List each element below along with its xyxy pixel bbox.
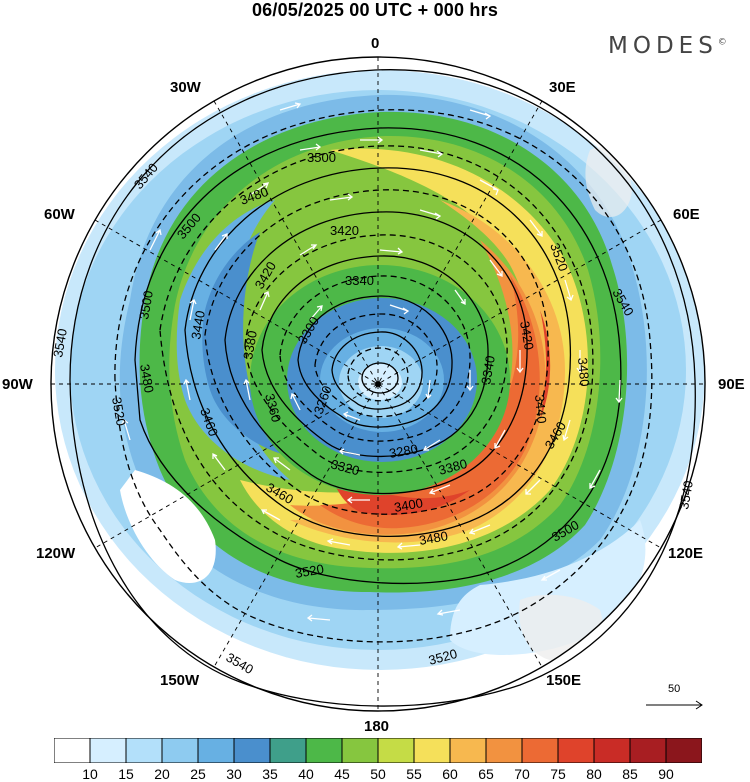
colorbar-swatch bbox=[89, 737, 127, 764]
lon-label-90w: 90W bbox=[2, 376, 33, 393]
contour-label: 3340 bbox=[345, 273, 374, 288]
colorbar-swatch bbox=[557, 737, 595, 764]
colorbar-tick-label: 55 bbox=[406, 766, 422, 782]
contour-label: 3520 bbox=[427, 646, 459, 668]
contour-label: 3420 bbox=[517, 320, 537, 351]
lon-label-150e: 150E bbox=[546, 672, 582, 689]
contour-label: 3440 bbox=[188, 309, 208, 340]
colorbar-tick-label: 25 bbox=[190, 766, 206, 782]
contour-label: 3480 bbox=[137, 363, 157, 394]
colorbar-tick-label: 15 bbox=[118, 766, 134, 782]
reference-vector-label: 50 bbox=[668, 683, 681, 695]
colorbar-swatch bbox=[593, 737, 631, 764]
colorbar-tick-label: 85 bbox=[622, 766, 638, 782]
colorbar-swatch bbox=[197, 737, 235, 764]
contour-label: 3480 bbox=[418, 528, 449, 548]
colorbar-tick-label: 65 bbox=[478, 766, 494, 782]
contour-label: 3500 bbox=[307, 150, 336, 165]
contour-label: 3400 bbox=[393, 495, 424, 515]
lon-label-0: 0 bbox=[371, 35, 380, 52]
contour-label: 3480 bbox=[575, 357, 592, 387]
wind-speed-shading bbox=[51, 57, 705, 711]
height-contours bbox=[69, 69, 696, 707]
map-title: 06/05/2025 00 UTC + 000 hrs bbox=[251, 0, 499, 20]
lon-label-30w: 30W bbox=[170, 79, 201, 96]
colorbar-swatch bbox=[629, 737, 667, 764]
contour-label: 3380 bbox=[240, 329, 260, 360]
colorbar-swatch bbox=[377, 737, 415, 764]
colorbar bbox=[53, 737, 703, 764]
colorbar-swatch bbox=[521, 737, 559, 764]
lon-label-90e: 90E bbox=[718, 376, 745, 393]
lon-label-180: 180 bbox=[364, 718, 390, 735]
modes-logo: MODES© bbox=[608, 33, 727, 59]
contour-label: 3360 bbox=[262, 392, 284, 424]
lon-label-150w: 150W bbox=[160, 672, 200, 689]
colorbar-swatch bbox=[665, 737, 703, 764]
contour-label: 3540 bbox=[50, 327, 70, 358]
colorbar-tick-label: 40 bbox=[298, 766, 314, 782]
contour-label: 3520 bbox=[294, 561, 325, 581]
reference-vector bbox=[646, 700, 703, 710]
contour-label: 3520 bbox=[109, 396, 129, 427]
lon-label-120w: 120W bbox=[36, 545, 76, 562]
lon-label-120e: 120E bbox=[668, 545, 704, 562]
contour-label: 3280 bbox=[388, 441, 419, 461]
colorbar-swatch bbox=[233, 737, 271, 764]
contour-label: 3440 bbox=[532, 394, 549, 424]
colorbar-swatch bbox=[485, 737, 523, 764]
contour-label: 3540 bbox=[676, 479, 696, 510]
brand-name: MODES bbox=[608, 33, 718, 59]
colorbar-tick-label: 35 bbox=[262, 766, 278, 782]
lon-label-60e: 60E bbox=[673, 206, 700, 223]
colorbar-swatch bbox=[269, 737, 307, 764]
contour-label: 3380 bbox=[437, 456, 469, 478]
pole-marker bbox=[375, 381, 381, 387]
colorbar-tick-label: 80 bbox=[586, 766, 602, 782]
colorbar-tick-label: 70 bbox=[514, 766, 530, 782]
colorbar-swatch bbox=[305, 737, 343, 764]
colorbar-swatch bbox=[413, 737, 451, 764]
colorbar-swatch bbox=[341, 737, 379, 764]
colorbar-tick-label: 50 bbox=[370, 766, 386, 782]
colorbar-swatch bbox=[161, 737, 199, 764]
colorbar-tick-label: 60 bbox=[442, 766, 458, 782]
colorbar-tick-label: 10 bbox=[82, 766, 98, 782]
polar-map: 3540 3540 3540 3540 3540 3520 3520 3520 … bbox=[50, 56, 706, 712]
colorbar-tick-label: 75 bbox=[550, 766, 566, 782]
contour-label-group: 3540 3540 3540 3540 3540 3520 3520 3520 … bbox=[50, 150, 696, 677]
lon-label-30e: 30E bbox=[549, 79, 576, 96]
colorbar-tick-label: 90 bbox=[658, 766, 674, 782]
colorbar-tick-label: 45 bbox=[334, 766, 350, 782]
colorbar-tick-label: 20 bbox=[154, 766, 170, 782]
copyright-mark: © bbox=[717, 37, 727, 48]
colorbar-swatches bbox=[53, 737, 703, 764]
lon-label-60w: 60W bbox=[44, 206, 75, 223]
wind-vectors bbox=[121, 102, 623, 622]
colorbar-swatch bbox=[125, 737, 163, 764]
colorbar-swatch bbox=[53, 737, 91, 764]
colorbar-tick-label: 30 bbox=[226, 766, 242, 782]
contour-label: 3320 bbox=[329, 456, 361, 478]
contour-label: 3500 bbox=[136, 289, 156, 320]
contour-label: 3420 bbox=[330, 223, 359, 238]
contour-label: 3340 bbox=[478, 354, 498, 385]
colorbar-swatch bbox=[449, 737, 487, 764]
